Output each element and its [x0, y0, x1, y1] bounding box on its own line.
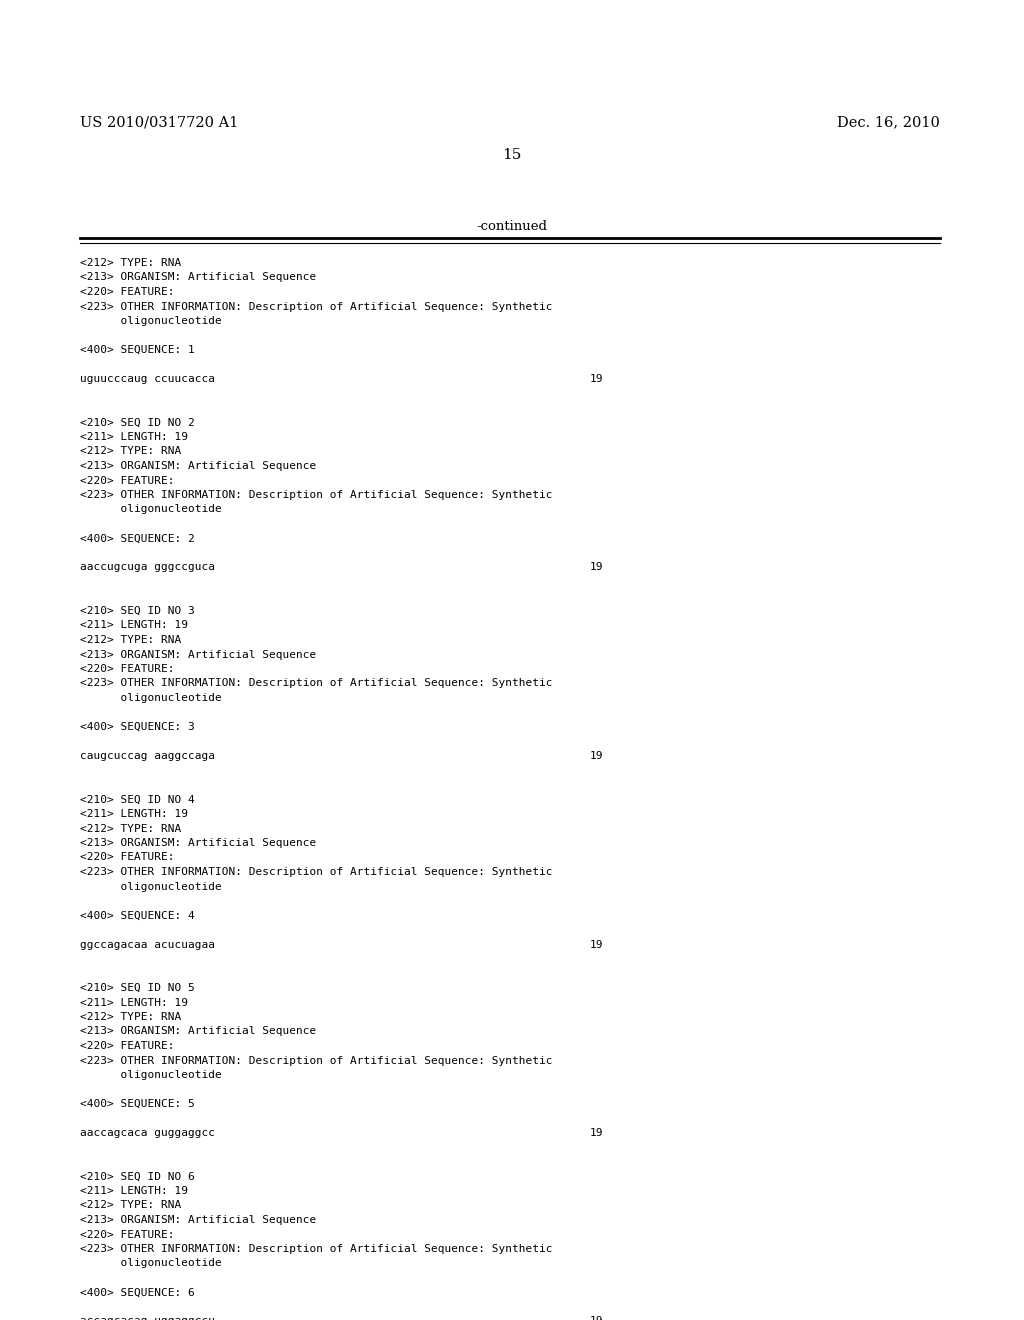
Text: <223> OTHER INFORMATION: Description of Artificial Sequence: Synthetic: <223> OTHER INFORMATION: Description of …: [80, 678, 553, 689]
Text: <400> SEQUENCE: 5: <400> SEQUENCE: 5: [80, 1100, 195, 1109]
Text: <212> TYPE: RNA: <212> TYPE: RNA: [80, 1200, 181, 1210]
Text: oligonucleotide: oligonucleotide: [80, 315, 222, 326]
Text: <211> LENGTH: 19: <211> LENGTH: 19: [80, 809, 188, 818]
Text: 19: 19: [590, 940, 603, 949]
Text: US 2010/0317720 A1: US 2010/0317720 A1: [80, 115, 239, 129]
Text: <212> TYPE: RNA: <212> TYPE: RNA: [80, 1012, 181, 1022]
Text: <211> LENGTH: 19: <211> LENGTH: 19: [80, 620, 188, 631]
Text: <220> FEATURE:: <220> FEATURE:: [80, 286, 174, 297]
Text: <210> SEQ ID NO 2: <210> SEQ ID NO 2: [80, 417, 195, 428]
Text: <213> ORGANISM: Artificial Sequence: <213> ORGANISM: Artificial Sequence: [80, 1214, 316, 1225]
Text: <211> LENGTH: 19: <211> LENGTH: 19: [80, 998, 188, 1007]
Text: aaccugcuga gggccguca: aaccugcuga gggccguca: [80, 562, 215, 573]
Text: ggccagacaa acucuagaa: ggccagacaa acucuagaa: [80, 940, 215, 949]
Text: <211> LENGTH: 19: <211> LENGTH: 19: [80, 1185, 188, 1196]
Text: <213> ORGANISM: Artificial Sequence: <213> ORGANISM: Artificial Sequence: [80, 649, 316, 660]
Text: <223> OTHER INFORMATION: Description of Artificial Sequence: Synthetic: <223> OTHER INFORMATION: Description of …: [80, 301, 553, 312]
Text: <210> SEQ ID NO 5: <210> SEQ ID NO 5: [80, 983, 195, 993]
Text: <223> OTHER INFORMATION: Description of Artificial Sequence: Synthetic: <223> OTHER INFORMATION: Description of …: [80, 490, 553, 500]
Text: <210> SEQ ID NO 6: <210> SEQ ID NO 6: [80, 1172, 195, 1181]
Text: 15: 15: [503, 148, 521, 162]
Text: <220> FEATURE:: <220> FEATURE:: [80, 853, 174, 862]
Text: <210> SEQ ID NO 3: <210> SEQ ID NO 3: [80, 606, 195, 616]
Text: <223> OTHER INFORMATION: Description of Artificial Sequence: Synthetic: <223> OTHER INFORMATION: Description of …: [80, 1243, 553, 1254]
Text: <213> ORGANISM: Artificial Sequence: <213> ORGANISM: Artificial Sequence: [80, 838, 316, 847]
Text: 19: 19: [590, 1129, 603, 1138]
Text: <400> SEQUENCE: 3: <400> SEQUENCE: 3: [80, 722, 195, 733]
Text: <213> ORGANISM: Artificial Sequence: <213> ORGANISM: Artificial Sequence: [80, 272, 316, 282]
Text: oligonucleotide: oligonucleotide: [80, 1258, 222, 1269]
Text: 19: 19: [590, 751, 603, 762]
Text: <212> TYPE: RNA: <212> TYPE: RNA: [80, 824, 181, 833]
Text: 19: 19: [590, 562, 603, 573]
Text: 19: 19: [590, 374, 603, 384]
Text: uguucccaug ccuucacca: uguucccaug ccuucacca: [80, 374, 215, 384]
Text: <211> LENGTH: 19: <211> LENGTH: 19: [80, 432, 188, 442]
Text: <400> SEQUENCE: 2: <400> SEQUENCE: 2: [80, 533, 195, 544]
Text: <400> SEQUENCE: 1: <400> SEQUENCE: 1: [80, 345, 195, 355]
Text: accagcacag uggaggccu: accagcacag uggaggccu: [80, 1316, 215, 1320]
Text: <212> TYPE: RNA: <212> TYPE: RNA: [80, 446, 181, 457]
Text: oligonucleotide: oligonucleotide: [80, 693, 222, 704]
Text: <213> ORGANISM: Artificial Sequence: <213> ORGANISM: Artificial Sequence: [80, 461, 316, 471]
Text: -continued: -continued: [476, 220, 548, 234]
Text: oligonucleotide: oligonucleotide: [80, 504, 222, 515]
Text: Dec. 16, 2010: Dec. 16, 2010: [838, 115, 940, 129]
Text: <400> SEQUENCE: 4: <400> SEQUENCE: 4: [80, 911, 195, 920]
Text: <212> TYPE: RNA: <212> TYPE: RNA: [80, 635, 181, 645]
Text: <213> ORGANISM: Artificial Sequence: <213> ORGANISM: Artificial Sequence: [80, 1027, 316, 1036]
Text: <220> FEATURE:: <220> FEATURE:: [80, 1229, 174, 1239]
Text: 19: 19: [590, 1316, 603, 1320]
Text: <220> FEATURE:: <220> FEATURE:: [80, 475, 174, 486]
Text: oligonucleotide: oligonucleotide: [80, 1071, 222, 1080]
Text: <220> FEATURE:: <220> FEATURE:: [80, 664, 174, 675]
Text: caugcuccag aaggccaga: caugcuccag aaggccaga: [80, 751, 215, 762]
Text: aaccagcaca guggaggcc: aaccagcaca guggaggcc: [80, 1129, 215, 1138]
Text: <400> SEQUENCE: 6: <400> SEQUENCE: 6: [80, 1287, 195, 1298]
Text: <212> TYPE: RNA: <212> TYPE: RNA: [80, 257, 181, 268]
Text: <223> OTHER INFORMATION: Description of Artificial Sequence: Synthetic: <223> OTHER INFORMATION: Description of …: [80, 1056, 553, 1065]
Text: oligonucleotide: oligonucleotide: [80, 882, 222, 891]
Text: <223> OTHER INFORMATION: Description of Artificial Sequence: Synthetic: <223> OTHER INFORMATION: Description of …: [80, 867, 553, 876]
Text: <220> FEATURE:: <220> FEATURE:: [80, 1041, 174, 1051]
Text: <210> SEQ ID NO 4: <210> SEQ ID NO 4: [80, 795, 195, 804]
